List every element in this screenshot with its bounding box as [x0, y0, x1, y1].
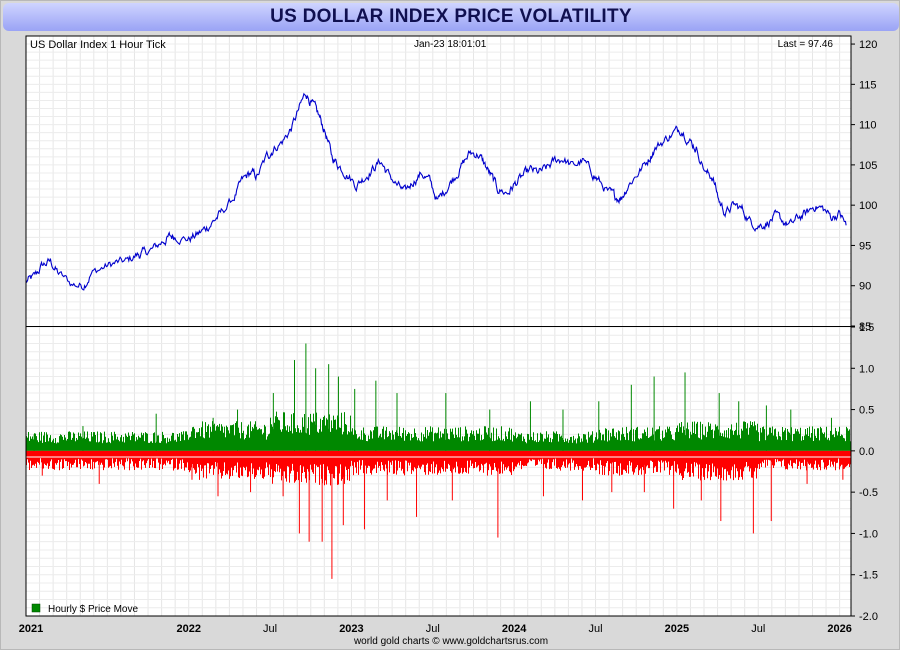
- y-tick-label: 0.5: [859, 405, 874, 417]
- footer-credit: world gold charts © www.goldchartsrus.co…: [353, 636, 548, 647]
- x-tick-label: 2023: [339, 623, 363, 635]
- y-tick-label: 120: [859, 39, 877, 51]
- y-tick-label: -1.0: [859, 528, 878, 540]
- x-tick-label: Jul: [426, 623, 440, 635]
- x-tick-label: Jul: [263, 623, 277, 635]
- y-tick-label: 1.0: [859, 363, 874, 375]
- x-axis: 2021 2022 Jul 2023 Jul 2024 Jul 2025 Jul 2026: [19, 623, 852, 635]
- x-tick-label: Jul: [751, 623, 765, 635]
- x-tick-label: 2021: [19, 623, 43, 635]
- y-tick-label: -0.5: [859, 487, 878, 499]
- x-tick-label: 2026: [827, 623, 851, 635]
- legend-label: Hourly $ Price Move: [48, 604, 138, 615]
- legend-swatch: [31, 603, 41, 613]
- price-y-axis: 85 90 95 100 105 110 115 120: [851, 39, 877, 333]
- y-tick-label: -1.5: [859, 570, 878, 582]
- y-tick-label: 95: [859, 240, 871, 252]
- y-tick-label: 85: [859, 321, 871, 333]
- x-tick-label: 2022: [176, 623, 200, 635]
- y-tick-label: -2.0: [859, 611, 878, 623]
- x-tick-label: Jul: [588, 623, 602, 635]
- y-tick-label: 105: [859, 160, 877, 172]
- y-tick-label: 115: [859, 79, 877, 91]
- y-tick-label: 90: [859, 281, 871, 293]
- timestamp-label: Jan-23 18:01:01: [414, 39, 487, 50]
- y-tick-label: 1.5: [859, 322, 874, 334]
- y-tick-label: 100: [859, 200, 877, 212]
- volatility-y-axis: -2.0 -1.5 -1.0 -0.5 0.0 0.5 1.0 1.5: [851, 322, 878, 623]
- y-tick-label: 110: [859, 120, 877, 132]
- x-tick-label: 2025: [665, 623, 689, 635]
- price-line: [25, 92, 847, 291]
- last-value-label: Last = 97.46: [778, 39, 834, 50]
- series-label: US Dollar Index 1 Hour Tick: [30, 39, 166, 51]
- page-title: US DOLLAR INDEX PRICE VOLATILITY: [270, 6, 632, 27]
- x-tick-label: 2024: [502, 623, 527, 635]
- y-tick-label: 0.0: [859, 446, 874, 458]
- title-bar: US DOLLAR INDEX PRICE VOLATILITY: [3, 3, 899, 31]
